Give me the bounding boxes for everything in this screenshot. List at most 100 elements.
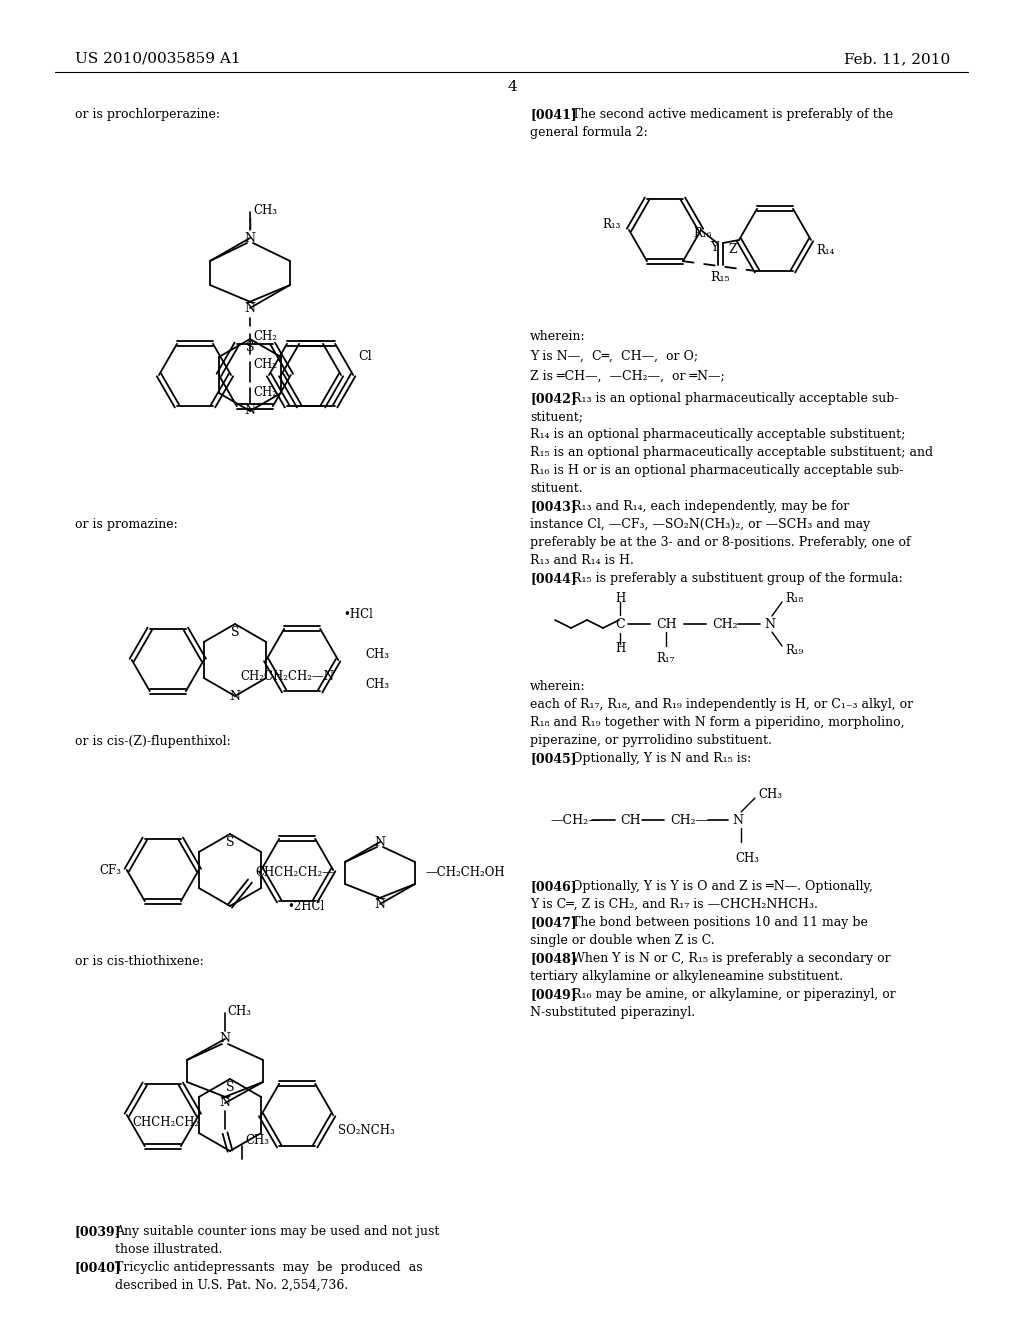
Text: R₁₉: R₁₉	[785, 644, 803, 656]
Text: stituent;: stituent;	[530, 411, 583, 422]
Text: N-substituted piperazinyl.: N-substituted piperazinyl.	[530, 1006, 695, 1019]
Text: or is promazine:: or is promazine:	[75, 517, 178, 531]
Text: R₁₄ is an optional pharmaceutically acceptable substituent;: R₁₄ is an optional pharmaceutically acce…	[530, 428, 905, 441]
Text: CH₃: CH₃	[735, 851, 759, 865]
Text: CH₂: CH₂	[712, 618, 737, 631]
Text: R₁₅ is an optional pharmaceutically acceptable substituent; and: R₁₅ is an optional pharmaceutically acce…	[530, 446, 933, 459]
Text: Cl: Cl	[358, 351, 372, 363]
Text: CF₃: CF₃	[99, 863, 122, 876]
Text: The bond between positions 10 and 11 may be: The bond between positions 10 and 11 may…	[572, 916, 868, 929]
Text: [0048]: [0048]	[530, 952, 577, 965]
Text: CH₃: CH₃	[253, 205, 278, 216]
Text: N: N	[764, 618, 775, 631]
Text: stituent.: stituent.	[530, 482, 583, 495]
Text: CHCH₂CH₂—: CHCH₂CH₂—	[255, 866, 334, 879]
Text: N: N	[219, 1097, 230, 1110]
Text: CH₂: CH₂	[253, 385, 278, 399]
Text: CH₃: CH₃	[365, 677, 389, 690]
Text: N: N	[375, 836, 385, 849]
Text: Y: Y	[710, 242, 718, 253]
Text: R₁₈ and R₁₉ together with N form a piperidino, morpholino,: R₁₈ and R₁₉ together with N form a piper…	[530, 715, 904, 729]
Text: CH: CH	[620, 813, 641, 826]
Text: R₁₃ and R₁₄ is H.: R₁₃ and R₁₄ is H.	[530, 554, 634, 568]
Text: 4: 4	[507, 81, 517, 94]
Text: N: N	[245, 231, 256, 244]
Text: or is cis-(Z)-flupenthixol:: or is cis-(Z)-flupenthixol:	[75, 735, 230, 748]
Text: S: S	[225, 836, 234, 849]
Text: Y is N—,  C═,  CH—,  or O;: Y is N—, C═, CH—, or O;	[530, 350, 698, 363]
Text: [0044]: [0044]	[530, 572, 577, 585]
Text: described in U.S. Pat. No. 2,554,736.: described in U.S. Pat. No. 2,554,736.	[115, 1279, 348, 1292]
Text: each of R₁₇, R₁₈, and R₁₉ independently is H, or C₁₋₃ alkyl, or: each of R₁₇, R₁₈, and R₁₉ independently …	[530, 698, 913, 711]
Text: [0040]: [0040]	[75, 1261, 122, 1274]
Text: Any suitable counter ions may be used and not just: Any suitable counter ions may be used an…	[115, 1225, 439, 1238]
Text: Feb. 11, 2010: Feb. 11, 2010	[844, 51, 950, 66]
Text: N: N	[219, 1032, 230, 1045]
Text: [0046]: [0046]	[530, 880, 577, 894]
Text: CH₃: CH₃	[758, 788, 782, 800]
Text: or is cis-thiothixene:: or is cis-thiothixene:	[75, 954, 204, 968]
Text: R₁₇: R₁₇	[656, 652, 675, 665]
Text: [0042]: [0042]	[530, 392, 577, 405]
Text: N: N	[732, 813, 743, 826]
Text: those illustrated.: those illustrated.	[115, 1243, 222, 1257]
Text: wherein:: wherein:	[530, 330, 586, 343]
Text: Optionally, Y is N and R₁₅ is:: Optionally, Y is N and R₁₅ is:	[572, 752, 752, 766]
Text: CH₃: CH₃	[245, 1134, 269, 1147]
Text: •HCl: •HCl	[343, 607, 373, 620]
Text: C: C	[615, 618, 625, 631]
Text: tertiary alkylamine or alkyleneamine substituent.: tertiary alkylamine or alkyleneamine sub…	[530, 970, 843, 983]
Text: CH₃: CH₃	[365, 648, 389, 660]
Text: [0045]: [0045]	[530, 752, 577, 766]
Text: N: N	[245, 404, 256, 417]
Text: CH₂: CH₂	[253, 358, 278, 371]
Text: R₁₅ is preferably a substituent group of the formula:: R₁₅ is preferably a substituent group of…	[572, 572, 903, 585]
Text: Tricyclic antidepressants  may  be  produced  as: Tricyclic antidepressants may be produce…	[115, 1261, 423, 1274]
Text: H: H	[614, 591, 625, 605]
Text: —CH₂—: —CH₂—	[550, 813, 601, 826]
Text: N: N	[245, 301, 256, 314]
Text: or is prochlorperazine:: or is prochlorperazine:	[75, 108, 220, 121]
Text: CH₂: CH₂	[253, 330, 278, 342]
Text: Y is C═, Z is CH₂, and R₁₇ is —CHCH₂NHCH₃.: Y is C═, Z is CH₂, and R₁₇ is —CHCH₂NHCH…	[530, 898, 818, 911]
Text: S: S	[225, 1081, 234, 1094]
Text: CHCH₂CH₂: CHCH₂CH₂	[133, 1117, 200, 1130]
Text: R₁₃: R₁₃	[603, 219, 621, 231]
Text: SO₂NCH₃: SO₂NCH₃	[338, 1123, 395, 1137]
Text: instance Cl, —CF₃, —SO₂N(CH₃)₂, or —SCH₃ and may: instance Cl, —CF₃, —SO₂N(CH₃)₂, or —SCH₃…	[530, 517, 870, 531]
Text: preferably be at the 3- and or 8-positions. Preferably, one of: preferably be at the 3- and or 8-positio…	[530, 536, 910, 549]
Text: Z is ═CH—,  —CH₂—,  or ═N—;: Z is ═CH—, —CH₂—, or ═N—;	[530, 370, 725, 383]
Text: R₁₃ is an optional pharmaceutically acceptable sub-: R₁₃ is an optional pharmaceutically acce…	[572, 392, 898, 405]
Text: [0039]: [0039]	[75, 1225, 122, 1238]
Text: piperazine, or pyrrolidino substituent.: piperazine, or pyrrolidino substituent.	[530, 734, 772, 747]
Text: US 2010/0035859 A1: US 2010/0035859 A1	[75, 51, 241, 66]
Text: wherein:: wherein:	[530, 680, 586, 693]
Text: The second active medicament is preferably of the: The second active medicament is preferab…	[572, 108, 893, 121]
Text: R₁₆: R₁₆	[693, 227, 712, 240]
Text: —CH₂CH₂OH: —CH₂CH₂OH	[425, 866, 505, 879]
Text: H: H	[614, 643, 625, 656]
Text: CH₂CH₂CH₂—N: CH₂CH₂CH₂—N	[240, 669, 334, 682]
Text: N: N	[375, 898, 385, 911]
Text: •2HCl: •2HCl	[287, 900, 325, 913]
Text: S: S	[230, 626, 240, 639]
Text: S: S	[246, 341, 254, 354]
Text: [0041]: [0041]	[530, 108, 577, 121]
Text: R₁₆ may be amine, or alkylamine, or piperazinyl, or: R₁₆ may be amine, or alkylamine, or pipe…	[572, 987, 896, 1001]
Text: R₁₄: R₁₄	[816, 243, 835, 256]
Text: R₁₅: R₁₅	[711, 271, 730, 284]
Text: general formula 2:: general formula 2:	[530, 125, 648, 139]
Text: single or double when Z is C.: single or double when Z is C.	[530, 935, 715, 946]
Text: [0049]: [0049]	[530, 987, 577, 1001]
Text: Z: Z	[728, 243, 736, 256]
Text: [0043]: [0043]	[530, 500, 577, 513]
Text: CH₃: CH₃	[227, 1005, 251, 1018]
Text: |: |	[248, 218, 252, 228]
Text: [0047]: [0047]	[530, 916, 577, 929]
Text: CH: CH	[656, 618, 677, 631]
Text: R₁₈: R₁₈	[785, 591, 803, 605]
Text: Optionally, Y is Y is O and Z is ═N—. Optionally,: Optionally, Y is Y is O and Z is ═N—. Op…	[572, 880, 872, 894]
Text: R₁₃ and R₁₄, each independently, may be for: R₁₃ and R₁₄, each independently, may be …	[572, 500, 849, 513]
Text: CH₂—: CH₂—	[670, 813, 709, 826]
Text: R₁₆ is H or is an optional pharmaceutically acceptable sub-: R₁₆ is H or is an optional pharmaceutica…	[530, 465, 903, 477]
